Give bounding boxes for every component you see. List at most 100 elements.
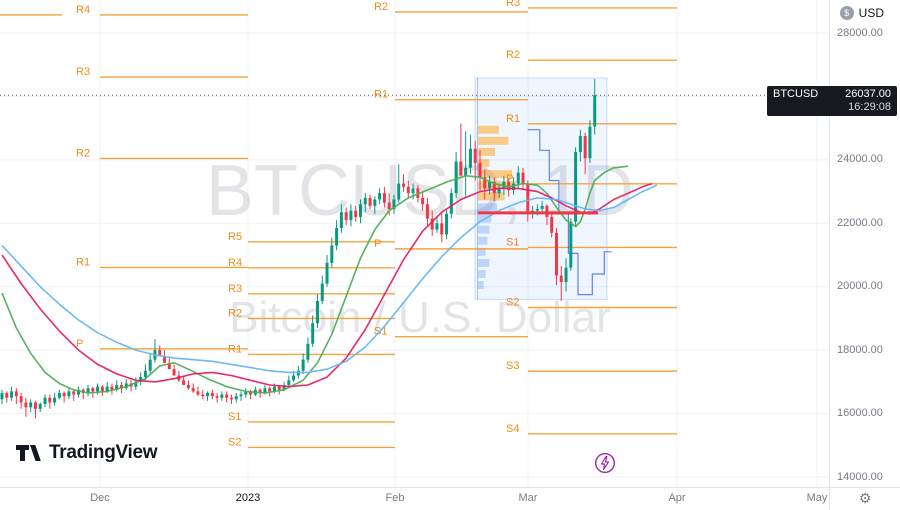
- volume-profile-bar: [478, 258, 490, 267]
- pivot-label-mar-r1: R1: [506, 113, 520, 125]
- price-badge[interactable]: BTCUSD 26037.00 16:29:08: [767, 86, 897, 116]
- candle: [143, 370, 147, 378]
- candle: [234, 396, 238, 400]
- axis-settings-corner: ⚙: [829, 488, 900, 510]
- ma-slow-line: [1, 184, 658, 374]
- candle: [29, 402, 33, 408]
- candle: [196, 391, 200, 395]
- pivot-label-dec-r1: R1: [76, 256, 90, 268]
- time-axis-label: 2023: [235, 492, 261, 504]
- flash-button[interactable]: [594, 452, 616, 474]
- pivot-label-jan-r5: R5: [228, 231, 242, 243]
- gear-icon[interactable]: ⚙: [858, 491, 872, 507]
- candle: [301, 359, 305, 371]
- price-axis-label: 28000.00: [837, 26, 883, 39]
- volume-profile-bar: [478, 159, 490, 168]
- candle: [554, 232, 558, 276]
- chart-canvas[interactable]: BTCUSD, 1D Bitcoin / U.S. Dollar R4 R3 R2 R…: [0, 0, 830, 488]
- volume-profile-bar: [478, 203, 497, 212]
- pivot-label-feb-r2: R2: [374, 1, 388, 13]
- candle: [588, 126, 592, 159]
- candle: [182, 380, 186, 386]
- candle: [445, 213, 449, 235]
- candle: [57, 392, 61, 398]
- candle: [191, 388, 195, 392]
- price-axis-label: 20000.00: [837, 280, 883, 293]
- pivot-label-mar-s1: S1: [506, 236, 519, 248]
- candle: [488, 182, 492, 189]
- candle: [354, 210, 358, 217]
- pivot-label-jan-r1: R1: [228, 343, 242, 355]
- volume-profile-bar: [478, 147, 496, 156]
- candle: [139, 377, 143, 382]
- candle: [468, 148, 472, 168]
- candle: [454, 161, 458, 194]
- candle: [325, 262, 329, 284]
- candle: [10, 391, 14, 398]
- candle: [67, 391, 71, 397]
- pivot-label-mar-r3: R3: [506, 0, 520, 9]
- pivot-label-jan-r2: R2: [228, 307, 242, 319]
- candle: [430, 218, 434, 230]
- time-axis[interactable]: Dec 2023 Feb Mar Apr May: [0, 487, 900, 510]
- candle: [220, 394, 224, 398]
- candle: [163, 356, 167, 363]
- candle: [249, 391, 253, 395]
- candle: [315, 300, 319, 324]
- candle: [335, 228, 339, 246]
- candle: [535, 209, 539, 211]
- candle: [497, 188, 501, 194]
- candle: [540, 205, 544, 210]
- candle: [215, 396, 219, 398]
- candle: [201, 394, 205, 397]
- volume-profile-bar: [478, 136, 509, 145]
- volume-profile-bar: [478, 270, 486, 279]
- candle: [339, 212, 343, 229]
- candle: [120, 385, 123, 389]
- watermark-symbol: BTCUSD, 1D: [206, 151, 634, 231]
- candle: [449, 193, 453, 214]
- plot-layer: R4R3R2R1PR5R4R3R2R1S1S2R2R1PS1R3R2R1PS1S…: [0, 0, 830, 448]
- pivot-label-feb-r1: R1: [374, 89, 388, 101]
- pivot-label-mar-s3: S3: [506, 360, 519, 372]
- pivot-label-feb-p: P: [374, 238, 381, 250]
- candle: [263, 388, 267, 393]
- currency-selector[interactable]: $ USD: [839, 6, 884, 20]
- candle: [96, 386, 100, 392]
- candle: [378, 193, 382, 200]
- candle: [511, 183, 515, 190]
- candle: [48, 397, 52, 403]
- volume-profile-bar: [478, 236, 488, 245]
- candle: [550, 216, 554, 233]
- pivot-label-dec-r3: R3: [76, 66, 90, 78]
- candle: [320, 283, 324, 301]
- pivot-label-dec-r4: R4: [76, 4, 90, 16]
- candle: [382, 193, 386, 203]
- candle: [425, 204, 429, 219]
- tradingview-logo[interactable]: TradingView: [16, 442, 158, 464]
- candle: [158, 350, 162, 357]
- time-axis-label: Dec: [90, 492, 110, 504]
- candle: [14, 391, 18, 397]
- price-axis[interactable]: 28000.0026000.0024000.0022000.0020000.00…: [829, 0, 900, 488]
- candle: [330, 245, 334, 263]
- lightning-icon: [594, 452, 616, 474]
- time-axis-label: Mar: [518, 492, 538, 504]
- candle: [91, 388, 95, 392]
- candle: [368, 197, 372, 206]
- candle: [516, 172, 520, 184]
- candle: [5, 392, 9, 398]
- candle: [134, 381, 138, 387]
- candle: [53, 397, 57, 403]
- candle: [172, 369, 176, 376]
- price-axis-label: 14000.00: [837, 470, 883, 483]
- candle: [387, 202, 391, 210]
- candle: [583, 136, 587, 159]
- candle: [311, 323, 315, 344]
- candle: [33, 402, 37, 409]
- pivot-label-mar-s4: S4: [506, 423, 519, 435]
- badge-countdown: 16:29:08: [848, 101, 891, 113]
- volume-profile-bar: [478, 181, 516, 190]
- candle: [43, 397, 47, 405]
- volume-profile-bar: [478, 281, 484, 290]
